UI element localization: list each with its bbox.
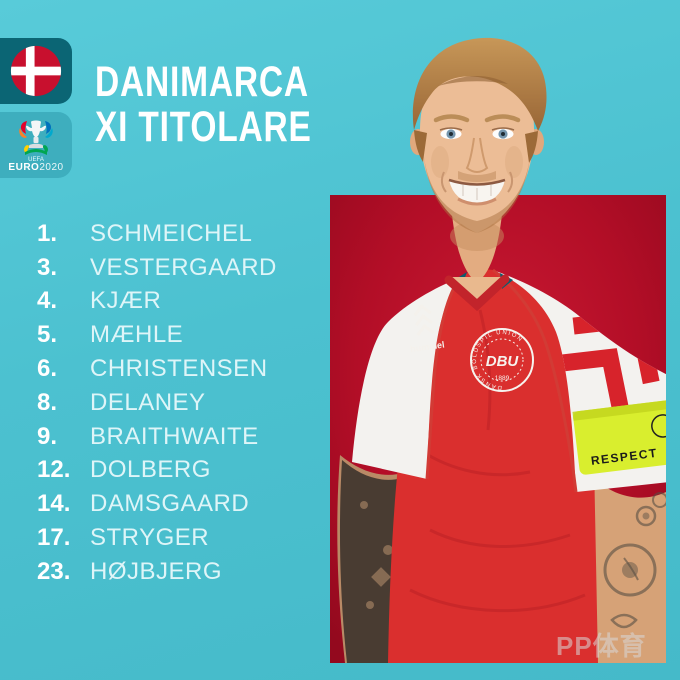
hair: [412, 37, 547, 131]
eyes: [439, 127, 515, 140]
list-item: 17. STRYGER: [37, 524, 210, 552]
list-item: 5. MÆHLE: [37, 321, 184, 349]
title-line-1: DANIMARCA: [95, 58, 309, 106]
list-item: 9. BRAITHWAITE: [37, 422, 259, 450]
svg-text:hummel: hummel: [410, 339, 446, 354]
beard-stubble: [423, 148, 531, 233]
list-item: 14. DAMSGAARD: [37, 490, 250, 518]
svg-text:UEFA: UEFA: [28, 157, 44, 162]
player-photo: RESPECT hummel: [330, 30, 666, 663]
list-item: 1. SCHMEICHEL: [37, 219, 253, 247]
pp-sports-watermark: PP体育: [556, 631, 647, 661]
player-head: [410, 37, 547, 233]
denmark-flag-icon: [10, 45, 62, 97]
starting-eleven-list: 1. SCHMEICHEL 3. VESTERGAARD 4. KJÆR 5. MÆHL…: [37, 217, 277, 589]
list-item: 23. HØJBJERG: [37, 557, 223, 585]
svg-text:DBU: DBU: [486, 353, 520, 370]
smile: [440, 171, 514, 206]
player-illustration: RESPECT hummel: [330, 37, 666, 663]
eyebrow: [484, 114, 521, 123]
denmark-flag-badge: [0, 38, 72, 104]
collar: [444, 274, 510, 312]
title-line-2: XI TITOLARE: [95, 103, 312, 151]
list-item: 4. KJÆR: [37, 287, 162, 315]
list-item: 3. VESTERGAARD: [37, 253, 277, 281]
nose: [465, 137, 489, 173]
list-item: 6. CHRISTENSEN: [37, 355, 268, 383]
svg-text:1889: 1889: [495, 375, 510, 382]
page-title: DANIMARCA XI TITOLARE: [95, 60, 312, 150]
hummel-logo: hummel: [410, 304, 446, 354]
euro2020-wordmark: EURO2020: [8, 161, 64, 173]
euro2020-badge: UEFA EURO2020: [0, 112, 72, 178]
eyebrow: [433, 114, 470, 123]
list-item: 12. DOLBERG: [37, 456, 211, 484]
tattooed-right-arm: [587, 476, 666, 663]
list-item: 8. DELANEY: [37, 388, 206, 416]
jersey-body: [388, 268, 598, 663]
euro2020-trophy-icon: UEFA: [19, 120, 53, 162]
captain-armband: RESPECT: [572, 399, 666, 475]
